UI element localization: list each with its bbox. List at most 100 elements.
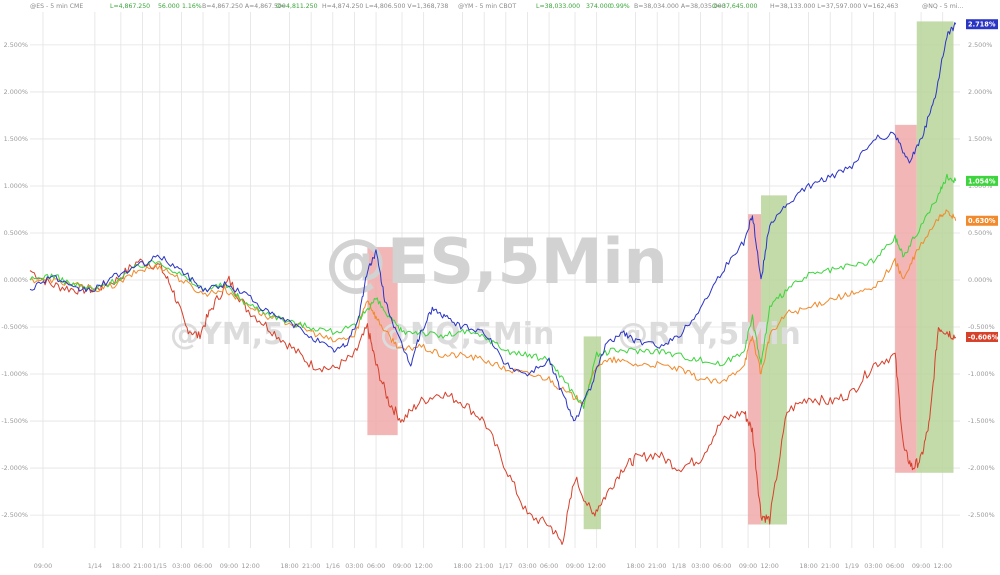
y-tick-label-left: 0.500% <box>4 229 28 237</box>
last-value-tag-es <box>966 215 998 226</box>
y-tick-label-left: -1.000% <box>1 370 28 378</box>
x-tick-label: 06:00 <box>367 562 385 570</box>
header-es-pct: 1.16% <box>182 3 202 10</box>
last-value-tag-ym <box>966 175 998 186</box>
x-tick-label: 1/18 <box>672 562 686 570</box>
red-band <box>748 214 762 525</box>
red-band <box>367 247 398 436</box>
x-tick-label: 06:00 <box>886 562 904 570</box>
x-tick-label: 12:00 <box>933 562 951 570</box>
x-tick-label: 12:00 <box>760 562 778 570</box>
y-tick-label-right: -1.500% <box>968 417 995 425</box>
y-tick-label-left: 1.000% <box>4 182 28 190</box>
y-tick-label-left: 2.000% <box>4 88 28 96</box>
y-axis-ticks: 2.500% 2.500% 2.000% 2.000% 1.500% 1.500% 1.00… <box>1 41 994 519</box>
x-tick-label: 1/14 <box>88 562 102 570</box>
y-tick-label-left: -2.500% <box>1 511 28 519</box>
last-value-label-nq: 2.718% <box>968 21 996 29</box>
last-value-label-ym: 1.054% <box>968 177 996 185</box>
x-tick-label: 06:00 <box>713 562 731 570</box>
y-tick-label-left: 0.000% <box>4 276 28 284</box>
x-tick-label: 1/16 <box>326 562 340 570</box>
x-tick-label: 1/15 <box>153 562 167 570</box>
series-line-es <box>29 209 957 405</box>
x-tick-label: 18:00 <box>112 562 130 570</box>
x-tick-label: 18:00 <box>280 562 298 570</box>
last-value-tag-rty <box>966 331 998 342</box>
x-tick-label: 03:00 <box>691 562 709 570</box>
y-tick-label-right: 0.000% <box>968 276 992 284</box>
y-tick-label-left: 1.500% <box>4 135 28 143</box>
last-value-tag-nq <box>966 19 998 30</box>
y-tick-label-right: 2.500% <box>968 41 992 49</box>
y-tick-label-right: 0.500% <box>968 229 992 237</box>
header-ym-last: L=38,033.000 <box>536 3 580 10</box>
x-tick-label: 18:00 <box>799 562 817 570</box>
x-tick-label: 03:00 <box>172 562 190 570</box>
x-tick-label: 09:00 <box>393 562 411 570</box>
y-tick-label-right: 1.000% <box>968 182 992 190</box>
green-band <box>583 336 601 530</box>
red-band <box>895 124 917 473</box>
header-es-rest2: H=4,874.250 L=4,806.500 V=1,368,738 <box>322 3 448 10</box>
x-tick-label: 09:00 <box>912 562 930 570</box>
header-es-rest: B=4,867.250 A=4,867.500 <box>202 3 286 10</box>
series-line-ym <box>29 173 957 409</box>
header-ym-pct: 0.99% <box>610 3 630 10</box>
y-tick-label-right: -1.000% <box>968 370 995 378</box>
watermark-rty: @RTY,5Min <box>618 317 801 352</box>
y-tick-label-left: -2.000% <box>1 464 28 472</box>
x-tick-label: 03:00 <box>345 562 363 570</box>
header-strip: @ES - 5 min CME L=4,867.250 56.000 1.16%… <box>30 2 963 10</box>
y-tick-label-right: -2.000% <box>968 464 995 472</box>
y-tick-label-left: -0.500% <box>1 323 28 331</box>
series-line-rty <box>29 258 957 545</box>
header-ym-rest2: H=38,133.000 L=37,597.000 V=162,463 <box>770 3 898 10</box>
x-tick-label: 09:00 <box>739 562 757 570</box>
x-tick-label: 21:00 <box>648 562 666 570</box>
header-ym-chg: 374.000 <box>586 3 612 10</box>
y-tick-label-right: -2.500% <box>968 511 995 519</box>
header-nq: @NQ - 5 mi... <box>922 2 963 10</box>
y-tick-label-right: 2.000% <box>968 88 992 96</box>
y-tick-label-right: -0.500% <box>968 323 995 331</box>
watermark-ym: @YM,5 <box>170 317 284 352</box>
header-ym-open: O=37,645.000 <box>712 3 758 10</box>
header-es-open: O=4,811.250 <box>276 3 318 10</box>
y-tick-label-left: -1.500% <box>1 417 28 425</box>
last-value-label-rty: -0.606% <box>968 333 999 341</box>
header-ym: @YM - 5 min CBOT <box>458 2 516 10</box>
grid <box>30 12 960 548</box>
watermark-nq: @NQ,5Min <box>380 317 554 352</box>
x-tick-label: 09:00 <box>34 562 52 570</box>
x-tick-label: 09:00 <box>566 562 584 570</box>
header-es-last: L=4,867.250 <box>110 3 150 10</box>
header-es-chg: 56.000 <box>158 3 180 10</box>
x-axis-ticks: 09:00 1/14 18:00 21:00 1/15 03:00 06:00 09:00 12… <box>34 562 952 570</box>
highlight-bands <box>367 21 954 530</box>
x-tick-label: 03:00 <box>864 562 882 570</box>
last-value-label-es: 0.630% <box>968 217 996 225</box>
x-tick-label: 1/17 <box>499 562 513 570</box>
last-value-tags: 2.718% 1.054% 0.630% -0.606% <box>966 19 999 342</box>
x-tick-label: 12:00 <box>587 562 605 570</box>
x-tick-label: 12:00 <box>241 562 259 570</box>
x-tick-label: 06:00 <box>540 562 558 570</box>
x-tick-label: 1/19 <box>845 562 859 570</box>
header-es: @ES - 5 min CME <box>30 2 83 10</box>
watermark-main: @ES,5Min <box>325 225 668 298</box>
x-tick-label: 09:00 <box>220 562 238 570</box>
header-ym-rest: B=38,034.000 A=38,035.000 <box>634 3 726 10</box>
x-tick-label: 21:00 <box>133 562 151 570</box>
series-line-nq <box>29 22 957 422</box>
x-tick-label: 03:00 <box>518 562 536 570</box>
y-tick-label-right: 1.500% <box>968 135 992 143</box>
x-tick-label: 12:00 <box>414 562 432 570</box>
series-lines <box>29 22 957 545</box>
green-band <box>916 21 954 473</box>
x-tick-label: 21:00 <box>302 562 320 570</box>
x-tick-label: 06:00 <box>194 562 212 570</box>
x-tick-label: 18:00 <box>626 562 644 570</box>
